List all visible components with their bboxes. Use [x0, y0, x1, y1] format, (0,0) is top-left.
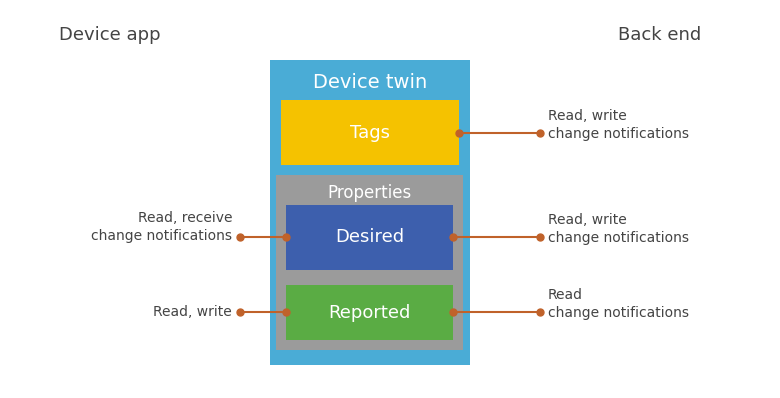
Bar [286, 205, 453, 270]
Text: Tags: Tags [350, 123, 390, 142]
Bar [286, 285, 453, 340]
Text: Device twin: Device twin [313, 72, 427, 92]
Bar [276, 175, 463, 350]
Text: Device app: Device app [59, 26, 161, 44]
Text: Read, write: Read, write [153, 305, 232, 319]
Bar [281, 100, 459, 165]
Text: Read, write
change notifications: Read, write change notifications [548, 109, 689, 141]
Text: Properties: Properties [328, 184, 412, 202]
Text: Read, receive
change notifications: Read, receive change notifications [91, 211, 232, 243]
Text: Desired: Desired [335, 228, 404, 246]
Text: Read
change notifications: Read change notifications [548, 288, 689, 320]
Text: Reported: Reported [328, 304, 411, 322]
Text: Back end: Back end [619, 26, 702, 44]
Text: Read, write
change notifications: Read, write change notifications [548, 213, 689, 245]
Bar [270, 60, 470, 365]
